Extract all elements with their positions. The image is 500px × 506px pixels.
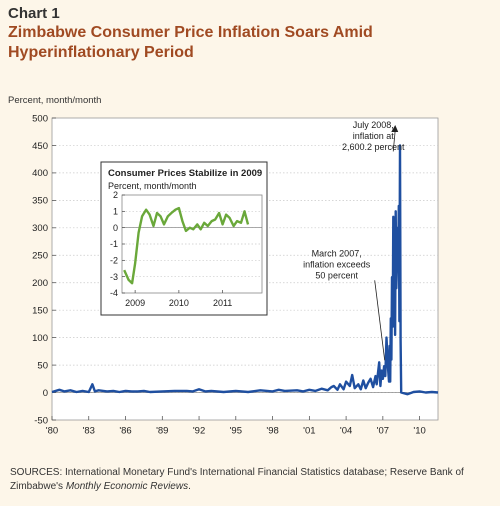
main-series xyxy=(51,144,439,396)
annotation-march-2007-leader xyxy=(374,280,386,361)
inset-x-ticks: 2009 2010 2011 xyxy=(125,290,232,308)
y-tick-label: 50 xyxy=(37,360,48,371)
inset-series xyxy=(123,206,250,285)
units-label: Percent, month/month xyxy=(8,95,102,106)
x-tick-label: 2010 xyxy=(169,298,189,308)
y-tick-label: -50 xyxy=(34,415,48,426)
sources-text: SOURCES: International Monetary Fund's I… xyxy=(10,467,464,492)
annotation-march-2007-line: 50 percent xyxy=(315,270,358,280)
sources-note: SOURCES: International Monetary Fund's I… xyxy=(10,466,495,494)
main-y-ticks: -50 0 50 100 150 200 250 300 350 400 450 500 xyxy=(32,113,56,426)
y-tick-label: 0 xyxy=(43,388,48,399)
annotation-july-2008-line: July 2008, xyxy=(353,120,394,130)
y-tick-label: -4 xyxy=(110,288,118,298)
x-tick-label: '01 xyxy=(303,426,315,437)
chart-title: Zimbabwe Consumer Price Inflation Soars … xyxy=(8,24,373,61)
y-tick-label: -3 xyxy=(110,272,118,282)
inset-y-ticks: -4 -3 -2 -1 0 1 2 xyxy=(110,190,125,298)
annotation-arrow-head xyxy=(391,125,399,132)
x-tick-label: 2011 xyxy=(213,298,232,308)
y-tick-label: 0 xyxy=(113,223,118,233)
inset-units: Percent, month/month xyxy=(108,181,197,191)
x-tick-label: '04 xyxy=(340,426,352,437)
annotation-july-2008-line: 2,600.2 percent xyxy=(342,142,405,152)
y-tick-label: 350 xyxy=(32,196,48,207)
inset-title: Consumer Prices Stabilize in 2009 xyxy=(108,168,262,179)
x-tick-label: 2009 xyxy=(125,298,145,308)
y-tick-label: 450 xyxy=(32,141,48,152)
y-tick-label: 1 xyxy=(113,206,118,216)
inset-chart: Consumer Prices Stabilize in 2009 Percen… xyxy=(100,161,268,316)
x-tick-label: '92 xyxy=(193,426,205,437)
main-chart: -50 0 50 100 150 200 250 300 350 400 450 500 '80 '83… xyxy=(32,113,439,437)
sources-publication: Monthly Economic Reviews xyxy=(65,481,189,492)
y-tick-label: 300 xyxy=(32,223,48,234)
y-tick-label: -1 xyxy=(110,239,118,249)
x-tick-label: '98 xyxy=(266,426,278,437)
x-tick-label: '80 xyxy=(46,426,58,437)
annotation-march-2007-line: inflation exceeds xyxy=(303,259,371,269)
series-line xyxy=(123,206,250,285)
annotation-july-2008-leader xyxy=(392,129,396,152)
main-x-ticks: '80 '83 '86 '89 '92 '95 '98 '01 '04 '07 '10 xyxy=(46,416,426,437)
x-tick-label: '10 xyxy=(413,426,425,437)
x-tick-label: '95 xyxy=(230,426,242,437)
chart-number: Chart 1 xyxy=(8,5,60,22)
annotation-july-2008-line: inflation at xyxy=(353,131,395,141)
x-tick-label: '86 xyxy=(119,426,131,437)
y-tick-label: 500 xyxy=(32,113,48,124)
y-tick-label: 400 xyxy=(32,168,48,179)
y-tick-label: -2 xyxy=(110,255,118,265)
y-tick-label: 250 xyxy=(32,251,48,262)
y-tick-label: 2 xyxy=(113,190,118,200)
x-tick-label: '83 xyxy=(83,426,95,437)
main-annotations: July 2008,inflation at2,600.2 percent Mar… xyxy=(303,120,405,361)
y-tick-label: 100 xyxy=(32,333,48,344)
y-tick-label: 150 xyxy=(32,306,48,317)
sources-end: . xyxy=(188,481,191,492)
series-line xyxy=(51,144,439,396)
y-tick-label: 200 xyxy=(32,278,48,289)
annotation-march-2007-line: March 2007, xyxy=(312,248,362,258)
x-tick-label: '07 xyxy=(377,426,389,437)
x-tick-label: '89 xyxy=(156,426,168,437)
